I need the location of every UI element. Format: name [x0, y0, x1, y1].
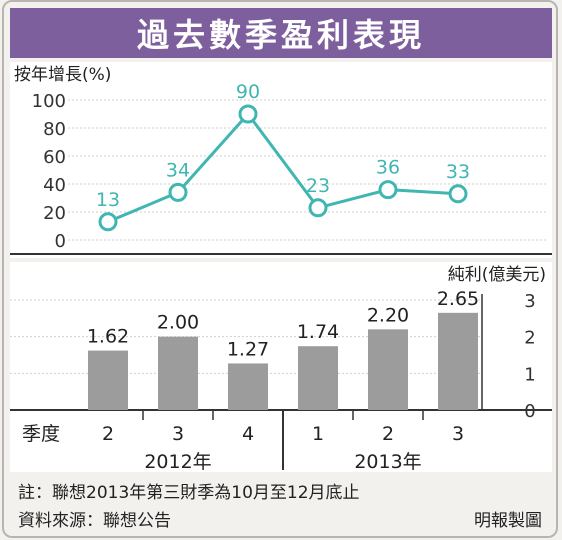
y-tick-label: 2: [524, 328, 535, 349]
y-tick-label: 0: [55, 231, 66, 252]
bar: [438, 312, 478, 410]
data-point: [448, 184, 468, 204]
year-group-label: 2012年: [144, 451, 211, 472]
bar: [88, 350, 128, 410]
y-tick-label: 0: [524, 401, 535, 422]
line-chart: 按年增長(%) 0 20 40 60 80 100 13 34 90 23 36 33: [10, 65, 552, 255]
x-tick-label: 2: [102, 423, 114, 445]
y-tick-label: 80: [43, 119, 66, 140]
line-chart-panel: 按年增長(%) 0 20 40 60 80 100 13 34 90 23 36 33: [10, 62, 552, 258]
bar-chart: 純利(億美元) 0 1 2 3 1.62 2.00 1.27 1.74 2.20 2.65 季度 2 3…: [10, 265, 552, 472]
footnote: 註：聯想2013年第三財季為10月至12月底止: [18, 483, 360, 503]
x-tick-label: 4: [242, 423, 254, 445]
y-tick-label: 3: [524, 291, 535, 312]
x-tick-label: 3: [172, 423, 184, 445]
x-tick-label: 3: [452, 423, 464, 445]
data-label: 23: [306, 175, 330, 197]
series-line: [107, 111, 459, 224]
x-tick-label: 2: [382, 423, 394, 445]
line-y-axis-label: 按年增長(%): [14, 65, 111, 85]
x-tick-label: 1: [312, 423, 324, 445]
data-point: [238, 104, 258, 124]
bar-y-axis-label: 純利(億美元): [448, 265, 546, 285]
bar: [228, 363, 268, 410]
bar: [158, 336, 198, 410]
bar-chart-panel: 純利(億美元) 0 1 2 3 1.62 2.00 1.27 1.74 2.20 2.65 季度 2 3…: [10, 262, 552, 472]
y-tick-label: 40: [43, 175, 66, 196]
category-axis-label: 季度: [22, 423, 60, 445]
data-point: [308, 198, 328, 218]
y-tick-label: 100: [32, 91, 66, 112]
data-label: 13: [96, 189, 120, 211]
bar: [368, 329, 408, 410]
graphic-credit: 明報製圖: [474, 511, 542, 531]
bar: [298, 346, 338, 410]
data-label: 36: [376, 157, 400, 179]
data-label: 34: [166, 159, 190, 181]
bar-value-label: 1.62: [87, 326, 129, 348]
data-label: 33: [446, 161, 470, 183]
data-point: [168, 182, 188, 202]
bar-value-label: 2.20: [367, 304, 409, 326]
bar-value-label: 1.74: [297, 321, 339, 343]
data-source: 資料來源：聯想公告: [18, 511, 171, 531]
chart-title: 過去數季盈利表現: [10, 8, 552, 58]
bar-value-label: 2.00: [157, 312, 199, 334]
y-tick-label: 20: [43, 203, 66, 224]
bar-value-label: 2.65: [437, 288, 479, 310]
data-label: 90: [236, 81, 260, 103]
data-point: [378, 180, 398, 200]
bar-value-label: 1.27: [227, 338, 269, 360]
y-tick-label: 1: [524, 364, 535, 385]
y-tick-label: 60: [43, 147, 66, 168]
data-point: [98, 212, 118, 232]
year-group-label: 2013年: [354, 451, 421, 472]
